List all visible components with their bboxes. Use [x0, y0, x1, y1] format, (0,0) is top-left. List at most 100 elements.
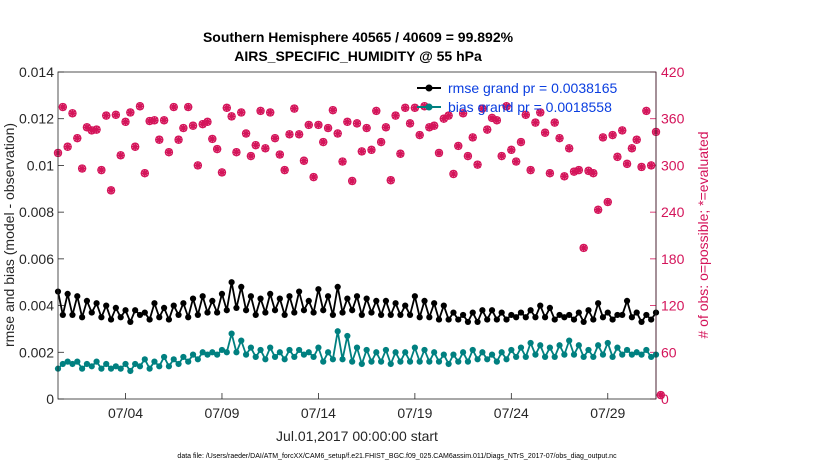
obs-count-point: [449, 169, 458, 179]
x-axis-label: Jul.01,2017 00:00:00 start: [276, 428, 438, 444]
bias-point: [411, 344, 418, 351]
rmse-point: [570, 316, 578, 323]
rmse-point: [204, 309, 211, 316]
bias-point: [88, 363, 95, 370]
bias-point: [566, 337, 573, 344]
obs-count-point: [362, 123, 371, 133]
obs-count-point: [275, 150, 285, 159]
rmse-point: [209, 297, 216, 304]
rmse-point: [271, 307, 279, 314]
rmse-point: [599, 314, 607, 321]
rmse-point: [638, 318, 645, 326]
obs-count-point: [237, 108, 246, 117]
obs-count-point: [106, 186, 116, 195]
bias-point: [349, 358, 356, 365]
obs-count-point: [208, 134, 217, 144]
rmse-point: [353, 293, 361, 300]
rmse-point: [537, 302, 544, 309]
bias-point: [378, 358, 385, 365]
y-right-tick-label: 120: [661, 298, 685, 314]
rmse-series: [54, 279, 660, 326]
rmse-point: [585, 307, 592, 314]
bias-point: [310, 353, 317, 361]
rmse-point: [112, 304, 119, 312]
bias-point: [455, 358, 462, 365]
bias-point: [546, 344, 554, 351]
obs-count-point: [169, 102, 178, 112]
rmse-point: [479, 307, 486, 314]
bias-point: [358, 360, 365, 368]
rmse-point: [378, 311, 385, 319]
obs-count-point: [232, 147, 241, 157]
y-right-tick-label: 300: [661, 157, 685, 173]
bias-point: [363, 346, 370, 354]
y-right-tick-label: 240: [661, 204, 685, 220]
bias-point: [127, 367, 134, 375]
rmse-point: [513, 314, 520, 321]
obs-count-point: [299, 156, 309, 165]
rmse-point: [426, 314, 433, 321]
obs-count-point: [63, 142, 72, 151]
obs-count-point: [343, 117, 352, 127]
bias-point: [305, 349, 312, 356]
rmse-point: [406, 311, 414, 319]
bias-point: [93, 358, 100, 365]
y-axis-left: 0 0.002 0.004 0.006 0.008 0.01 0.012 0.014: [19, 64, 64, 407]
rmse-point: [69, 311, 76, 319]
obs-count-point: [280, 165, 289, 175]
rmse-point: [561, 314, 568, 321]
bias-point: [103, 360, 110, 368]
rmse-point: [431, 300, 438, 307]
x-axis: 07/04 07/09 07/14 07/19 07/24 07/29: [108, 393, 625, 421]
obs-count-point: [574, 165, 584, 175]
rmse-point: [329, 311, 336, 319]
bias-point: [165, 363, 173, 370]
rmse-point: [151, 300, 158, 307]
rmse-point: [508, 311, 515, 319]
y-tick-label: 0.004: [19, 298, 54, 314]
bias-point: [623, 346, 631, 354]
bias-series: [54, 328, 660, 375]
obs-count-point: [642, 106, 651, 116]
rmse-point: [257, 295, 264, 302]
obs-count-point: [564, 144, 574, 153]
y-right-tick-label: 180: [661, 251, 685, 267]
obs-count-point: [434, 148, 444, 158]
x-tick-label: 07/14: [301, 405, 336, 421]
rmse-point: [648, 316, 655, 323]
bias-point: [218, 346, 226, 354]
rmse-point: [218, 290, 226, 297]
obs-count-point: [246, 151, 256, 161]
rmse-point: [455, 316, 462, 323]
rmse-point: [498, 309, 505, 316]
rmse-point: [247, 293, 255, 300]
rmse-point: [580, 318, 587, 326]
bias-point: [300, 351, 308, 358]
obs-count-point: [111, 110, 121, 120]
rmse-point: [484, 316, 491, 323]
bias-point: [74, 358, 81, 365]
bias-point: [513, 353, 520, 361]
rmse-point: [628, 314, 635, 321]
obs-count-point: [589, 169, 598, 178]
bias-point: [431, 349, 438, 356]
obs-count-point: [531, 118, 540, 127]
rmse-point: [132, 307, 139, 314]
bias-point: [484, 356, 491, 363]
rmse-point: [595, 300, 602, 307]
bias-point: [392, 349, 399, 356]
rmse-point: [233, 304, 240, 312]
obs-count-point: [338, 157, 347, 166]
rmse-point: [575, 309, 582, 316]
rmse-point: [281, 311, 288, 319]
obs-count-point: [121, 117, 130, 127]
obs-count-point: [473, 160, 482, 169]
rmse-point: [551, 316, 558, 323]
bias-point: [595, 342, 602, 349]
rmse-point: [614, 311, 621, 319]
bias-point: [209, 349, 216, 356]
obs-count-point: [618, 126, 627, 135]
rmse-point: [291, 309, 298, 316]
rmse-point: [421, 297, 428, 304]
